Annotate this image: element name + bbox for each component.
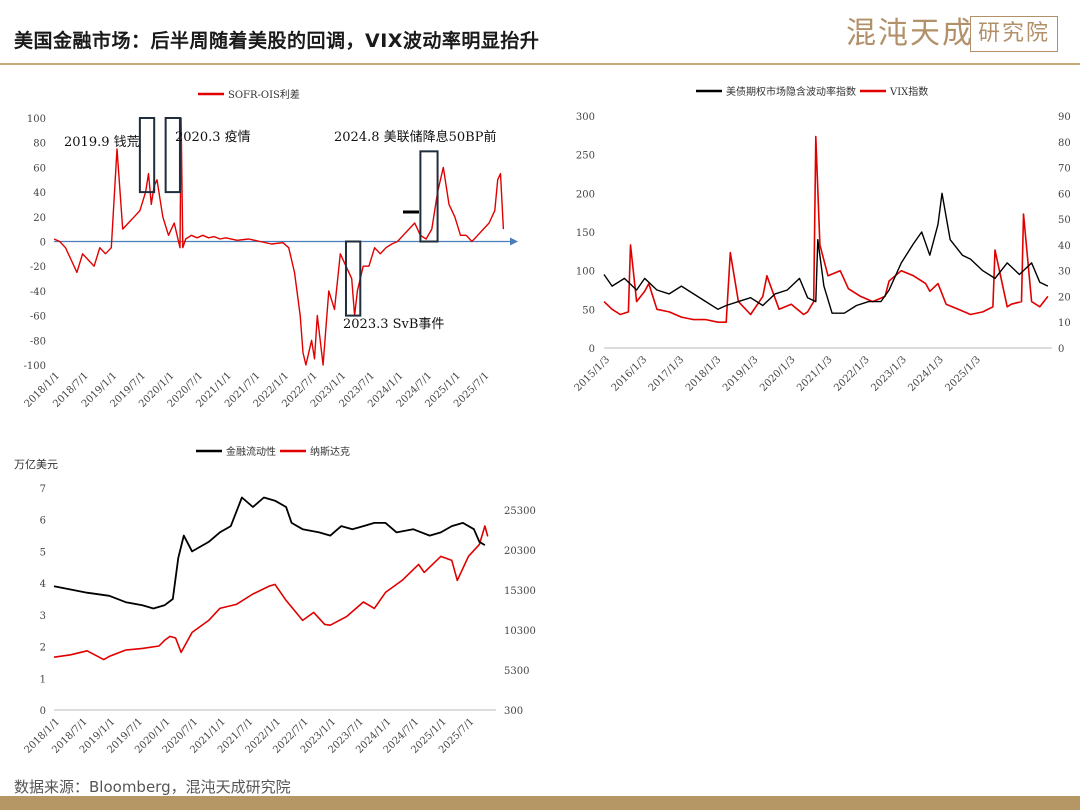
sofr-ytick-7: -40 [30,287,46,298]
move-xtick-4: 2019/1/3 [721,354,761,394]
move-xtick-1: 2016/1/3 [610,354,650,394]
liq-ytick-left-6: 1 [40,674,46,685]
sofr-legend-label-0: SOFR-OIS利差 [228,88,300,101]
sofr-ytick-8: -60 [30,312,46,323]
liq-ytick-right-1: 20300 [504,546,536,557]
sofr-event-box-1 [164,117,181,194]
vix-series-line [603,135,1049,323]
move-xtick-7: 2022/1/3 [832,354,872,394]
move-ytick-right-5: 40 [1058,241,1071,252]
sofr-ytick-2: 60 [33,163,46,174]
liq-ytick-left-4: 3 [40,611,46,622]
move-ytick-right-9: 0 [1058,344,1064,355]
sofr-ytick-3: 40 [33,188,46,199]
liq-ytick-left-1: 6 [40,516,46,527]
sofr-event-box-3 [419,150,439,243]
nasdaq-series-line [53,525,489,661]
liq-ytick-right-0: 25300 [504,506,536,517]
sofr-annotation-2: 2024.8 美联储降息50BP前 [334,129,496,145]
logo-box: 研究院 [970,16,1058,52]
sofr-ytick-9: -80 [30,336,46,347]
liq-ytick-right-3: 10300 [504,626,536,637]
move-ytick-left-6: 0 [589,344,595,355]
sofr-ytick-10: -100 [24,361,46,372]
sofr-ytick-0: 100 [27,114,46,125]
move-ytick-left-0: 300 [576,112,595,123]
move-ytick-right-6: 30 [1058,267,1071,278]
move-ytick-right-3: 60 [1058,189,1071,200]
page-title: 美国金融市场：后半周随着美股的回调，VIX波动率明显抬升 [14,30,540,52]
move-xtick-9: 2024/1/3 [906,354,946,394]
liq-ytick-right-2: 15300 [504,586,536,597]
sofr-annotation-1: 2020.3 疫情 [175,129,251,145]
sofr-ytick-4: 20 [33,213,46,224]
move-xtick-5: 2020/1/3 [758,354,798,394]
sofr-ytick-6: -20 [30,262,46,273]
sofr-ytick-1: 80 [33,139,46,150]
move-ytick-left-5: 50 [582,305,595,316]
sofr-series-line [53,117,505,366]
move-legend-label-1: VIX指数 [889,85,928,98]
move-ytick-right-8: 10 [1058,318,1071,329]
logo-text: 混沌天成 [846,16,974,51]
move-ytick-right-7: 20 [1058,292,1071,303]
move-xtick-2: 2017/1/3 [647,354,687,394]
liq-ytick-right-5: 300 [504,706,523,717]
sofr-axis-arrow [510,237,518,246]
move-ytick-left-1: 250 [576,151,595,162]
liq-ytick-left-3: 4 [40,579,46,590]
sofr-annotation-0: 2019.9 钱荒 [64,135,140,150]
move-xtick-0: 2015/1/3 [573,354,613,394]
move-legend-label-0: 美债期权市场隐含波动率指数 [726,85,856,98]
move-ytick-right-4: 50 [1058,215,1071,226]
move-ytick-left-4: 100 [576,267,595,278]
liq-ytick-left-2: 5 [40,547,46,558]
move-xtick-6: 2021/1/3 [795,354,835,394]
move-ytick-left-2: 200 [576,189,595,200]
sofr-event-box-2 [344,240,362,317]
liq-ytick-left-7: 0 [40,706,46,717]
move-xtick-10: 2025/1/3 [943,354,983,394]
move-xtick-3: 2018/1/3 [684,354,724,394]
liq-ylabel: 万亿美元 [14,458,58,471]
footer-bar [0,796,1080,810]
liq-legend-label-0: 金融流动性 [226,445,276,458]
move-ytick-right-1: 80 [1058,138,1071,149]
liq-ytick-left-0: 7 [40,484,46,495]
liq-ytick-right-4: 5300 [504,666,529,677]
move-xtick-8: 2023/1/3 [869,354,909,394]
move-ytick-right-0: 90 [1058,112,1071,123]
move-ytick-right-2: 70 [1058,164,1071,175]
sofr-event-box-0 [138,117,156,194]
liq-legend-label-1: 纳斯达克 [310,445,350,458]
liquidity-series-line [53,496,486,610]
source-note: 数据来源：Bloomberg，混沌天成研究院 [14,778,291,796]
logo: 混沌天成 研究院 [846,14,1058,54]
header-divider [0,63,1080,65]
move-ytick-left-3: 150 [576,228,595,239]
liq-ytick-left-5: 2 [40,643,46,654]
sofr-ytick-5: 0 [40,238,46,249]
move-series-line [603,192,1049,314]
sofr-annotation-3: 2023.3 SvB事件 [343,317,444,332]
